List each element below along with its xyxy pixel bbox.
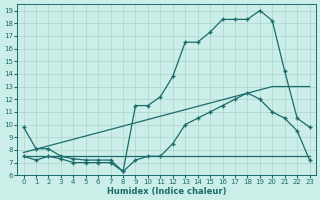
X-axis label: Humidex (Indice chaleur): Humidex (Indice chaleur): [107, 187, 226, 196]
